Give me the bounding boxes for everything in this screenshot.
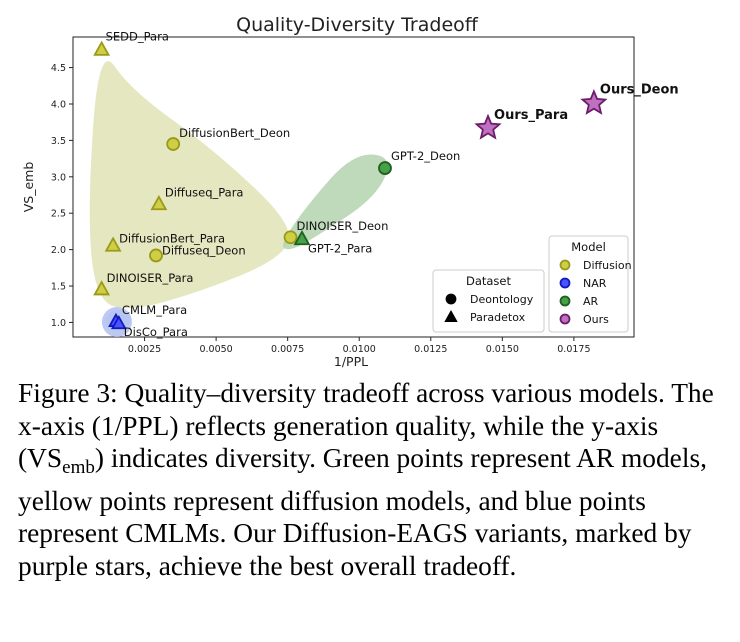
point-label-diffusionbert_para: DiffusionBert_Para <box>119 231 225 245</box>
x-tick-label: 0.0150 <box>486 344 519 355</box>
legend-model: Model Diffusion NAR AR Ours <box>548 235 632 333</box>
legend-marker <box>444 309 458 323</box>
caption-subscript: emb <box>62 457 95 478</box>
point-dinoiser_deon <box>283 230 298 245</box>
point-disco_para <box>110 314 127 330</box>
legend-marker <box>445 293 457 305</box>
x-tick-label: 0.0100 <box>343 344 376 355</box>
point-labels: SEDD_Para DiffusionBert_Deon Diffuseq_Para… <box>106 29 679 339</box>
x-tick-label: 0.0075 <box>271 344 304 355</box>
point-diffuseq_para <box>150 194 168 211</box>
point-gpt-2_para <box>293 229 311 246</box>
legend-marker <box>559 277 571 289</box>
axis-ticks: 0.0025 0.0050 0.0075 0.0100 0.0125 0.0150 0.01… <box>51 63 591 355</box>
point-gpt-2_deon <box>378 161 392 175</box>
legend-entry: Ours <box>583 313 609 326</box>
legend-entry: Paradetox <box>470 311 526 324</box>
y-tick-label: 4.0 <box>51 99 66 110</box>
point-label-diffuseq_deon: Diffuseq_Deon <box>162 243 246 257</box>
legend-entry: NAR <box>583 277 607 290</box>
y-tick-label: 1.5 <box>51 282 66 293</box>
point-diffuseq_deon <box>149 248 163 263</box>
y-tick-label: 3.5 <box>51 136 66 147</box>
x-axis-label: 1/PPL <box>334 354 368 369</box>
data-points <box>93 40 608 337</box>
plot-area <box>72 36 635 338</box>
point-label-diffusionbert_deon: DiffusionBert_Deon <box>179 126 290 140</box>
region-ar <box>283 154 388 250</box>
point-label-dinoiser_para: DINOISER_Para <box>107 271 194 285</box>
point-label-disco_para: DisCo_Para <box>124 325 188 339</box>
point-label-gpt-2_deon: GPT-2_Deon <box>391 149 460 163</box>
legend-marker <box>559 259 571 271</box>
point-label-cmlm_para: CMLM_Para <box>122 303 187 317</box>
legend-marker <box>559 295 571 307</box>
y-tick-label: 3.0 <box>51 172 66 183</box>
legend-marker <box>559 313 571 325</box>
scatter-chart: Quality-Diversity Tradeoff 0.0025 0.0050 0… <box>21 14 679 369</box>
point-label-gpt-2_para: GPT-2_Para <box>308 242 372 256</box>
y-tick-label: 2.5 <box>51 209 66 220</box>
legend-box <box>548 235 629 333</box>
point-ours_deon <box>580 88 608 115</box>
point-diffusionbert_para <box>104 236 122 252</box>
x-tick-label: 0.0175 <box>557 344 590 355</box>
legend-entry: AR <box>583 295 599 308</box>
caption-text-start: Figure 3: Quality–diversity tradeoff acr… <box>18 378 714 473</box>
point-label-ours_deon: Ours_Deon <box>600 82 679 97</box>
legend-box <box>432 269 545 333</box>
point-sedd_para <box>93 40 111 56</box>
point-label-dinoiser_deon: DINOISER_Deon <box>297 219 389 233</box>
legends: Dataset Deontology Paradetox Model Diffusion… <box>432 235 632 333</box>
x-tick-label: 0.0125 <box>414 344 447 355</box>
point-label-sedd_para: SEDD_Para <box>106 29 169 43</box>
caption-text-end: ) indicates diversity. Green points repr… <box>18 443 707 581</box>
legend-title: Dataset <box>466 274 512 288</box>
x-tick-label: 0.0050 <box>199 344 232 355</box>
legend-dataset: Dataset Deontology Paradetox <box>432 269 545 333</box>
y-tick-label: 4.5 <box>51 63 66 74</box>
y-axis-label: VS_emb <box>21 162 36 213</box>
point-dinoiser_para <box>93 280 111 296</box>
legend-title: Model <box>571 240 606 254</box>
region-diffusion <box>89 61 290 308</box>
point-label-diffuseq_para: Diffuseq_Para <box>165 186 244 200</box>
figure-caption: Figure 3: Quality–diversity tradeoff acr… <box>18 377 730 582</box>
legend-entry: Diffusion <box>583 259 632 272</box>
point-ours_para <box>474 113 502 140</box>
point-diffusionbert_deon <box>166 137 181 151</box>
y-tick-label: 2.0 <box>51 245 66 256</box>
point-label-ours_para: Ours_Para <box>494 108 568 123</box>
chart-title: Quality-Diversity Tradeoff <box>236 14 479 36</box>
legend-entry: Deontology <box>470 293 534 306</box>
x-tick-label: 0.0025 <box>128 344 161 355</box>
y-tick-label: 1.0 <box>51 318 66 329</box>
